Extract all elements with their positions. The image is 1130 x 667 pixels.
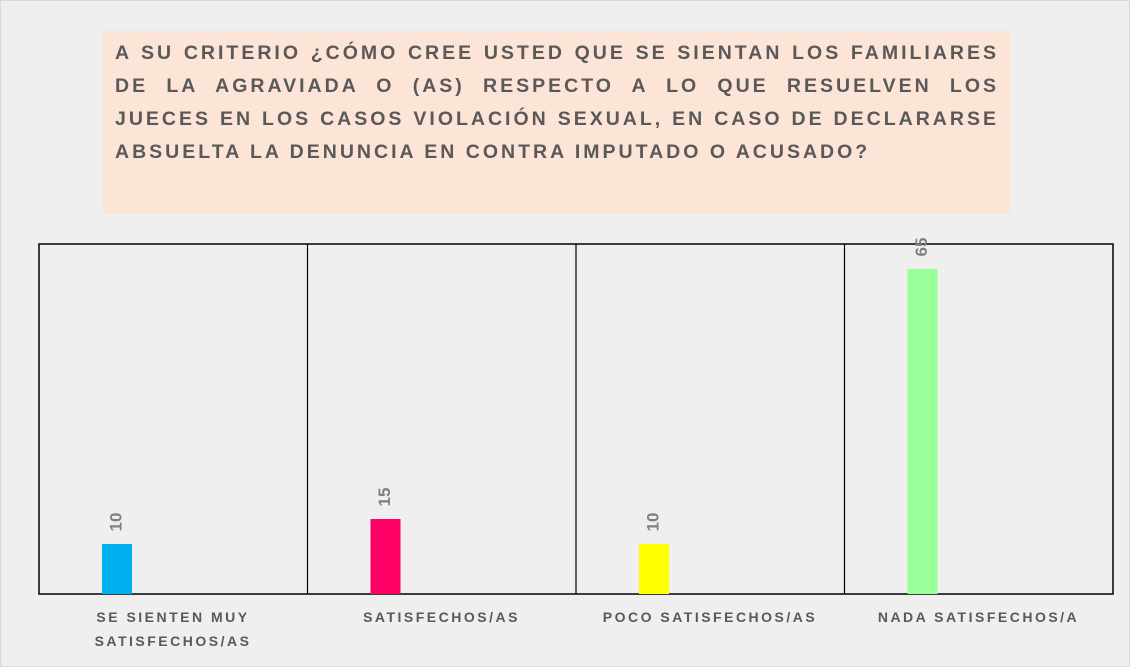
chart-title: A SU CRITERIO ¿CÓMO CREE USTED QUE SE SI… — [103, 31, 1011, 214]
data-label: 10 — [643, 513, 662, 532]
x-tick-label: SE SIENTEN MUY SATISFECHOS/AS — [94, 609, 252, 649]
bar — [370, 519, 401, 594]
data-label: 15 — [375, 488, 394, 507]
data-label: 10 — [106, 513, 125, 532]
x-tick-label: SATISFECHOS/AS — [363, 609, 520, 625]
bar — [102, 544, 132, 594]
bar — [639, 544, 669, 594]
x-tick-label: POCO SATISFECHOS/AS — [602, 609, 818, 625]
data-label: 65 — [912, 238, 931, 257]
bar — [907, 269, 938, 594]
x-tick-label: NADA SATISFECHOS/A — [877, 609, 1080, 625]
